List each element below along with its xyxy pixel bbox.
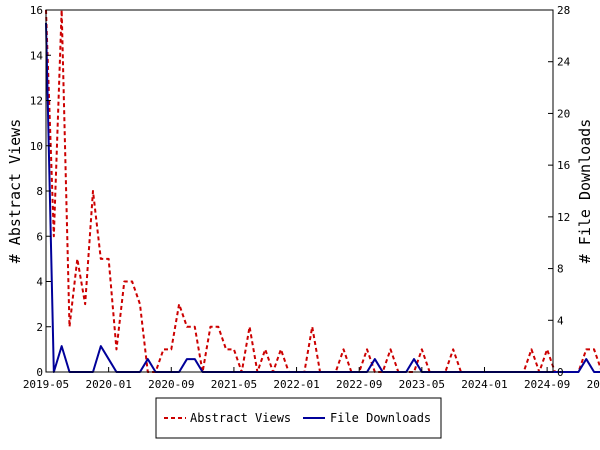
y-left-tick-label: 14 xyxy=(30,49,44,62)
legend-box xyxy=(155,397,442,439)
x-tick-label: 2021-05 xyxy=(211,378,257,391)
y-left-tick-label: 2 xyxy=(36,321,43,334)
legend: Abstract Views File Downloads xyxy=(155,397,442,439)
y-left-tick-label: 12 xyxy=(30,95,43,108)
y-right-tick-label: 0 xyxy=(557,366,564,379)
y-left-tick-label: 8 xyxy=(36,185,43,198)
x-tick-label: 2024-01 xyxy=(461,378,507,391)
y-right-tick-label: 4 xyxy=(557,314,564,327)
y-right-tick-label: 8 xyxy=(557,263,564,276)
y-right-tick-label: 28 xyxy=(557,4,570,17)
x-tick-label: 2022-09 xyxy=(336,378,382,391)
x-tick-label: 2019-05 xyxy=(23,378,69,391)
x-tick-label: 2022-01 xyxy=(273,378,319,391)
x-tick-label: 2025-05 xyxy=(587,378,600,391)
y-left-tick-label: 16 xyxy=(30,4,43,17)
y-right-tick-label: 16 xyxy=(557,159,570,172)
y-right-tick-label: 20 xyxy=(557,107,570,120)
x-tick-label: 2023-05 xyxy=(399,378,445,391)
legend-label-abstract-views: Abstract Views xyxy=(190,411,291,425)
x-tick-label: 2020-09 xyxy=(148,378,194,391)
legend-label-file-downloads: File Downloads xyxy=(330,411,431,425)
y-left-tick-label: 4 xyxy=(36,276,43,289)
x-tick-label: 2020-01 xyxy=(85,378,131,391)
x-tick-label: 2024-09 xyxy=(524,378,570,391)
y-left-tick-label: 6 xyxy=(36,230,43,243)
y-right-tick-label: 12 xyxy=(557,211,570,224)
plot-area xyxy=(46,10,553,372)
y-left-tick-label: 10 xyxy=(30,140,43,153)
y-axis-right-title: # File Downloads xyxy=(576,119,594,264)
y-axis-left-title: # Abstract Views xyxy=(6,119,24,264)
y-right-tick-label: 24 xyxy=(557,56,571,69)
y-left-tick-label: 0 xyxy=(36,366,43,379)
